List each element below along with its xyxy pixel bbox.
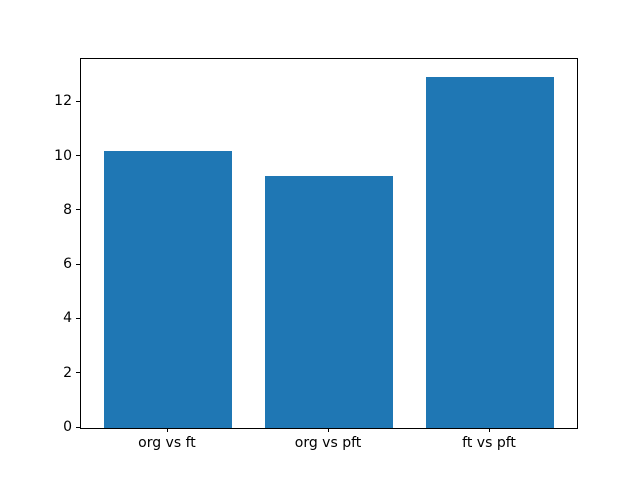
y-tick-mark: [76, 100, 80, 102]
x-tick-mark: [328, 428, 329, 432]
y-tick-label: 8: [63, 201, 72, 218]
x-tick-label: ft vs pft: [462, 435, 516, 451]
y-tick-mark: [76, 263, 80, 265]
bar-ft-vs-pft: [425, 76, 555, 428]
y-tick-label: 0: [63, 419, 72, 435]
bar-org-vs-pft: [264, 175, 394, 428]
y-tick-mark: [76, 209, 80, 211]
y-tick-mark: [76, 155, 80, 157]
y-tick-label: 4: [63, 310, 72, 327]
y-tick-mark: [76, 426, 80, 428]
y-tick-label: 10: [54, 147, 72, 164]
bar-org-vs-ft: [103, 151, 233, 428]
plot-area: [80, 58, 578, 429]
x-tick-label: org vs ft: [138, 435, 196, 451]
y-tick-label: 6: [63, 256, 72, 273]
x-tick-mark: [166, 428, 168, 432]
y-tick-mark: [76, 372, 80, 374]
y-tick-mark: [76, 317, 80, 319]
x-tick-label: org vs pft: [294, 435, 362, 451]
y-tick-label: 2: [63, 364, 72, 381]
y-tick-label: 12: [54, 93, 72, 110]
x-tick-mark: [489, 428, 491, 432]
